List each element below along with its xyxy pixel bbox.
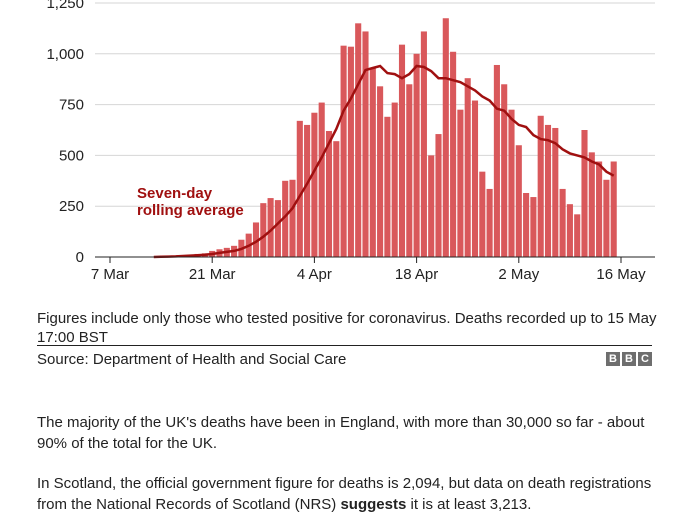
bar (596, 161, 602, 257)
paragraph-text-end: it is at least 3,213. (406, 496, 531, 513)
bar (355, 23, 361, 257)
bar (348, 47, 354, 257)
bar (370, 68, 376, 257)
bar (530, 197, 536, 257)
bar (508, 110, 514, 257)
x-tick-label: 7 Mar (91, 266, 129, 283)
bar (377, 86, 383, 257)
bar (362, 31, 368, 257)
bar (260, 203, 266, 257)
bar (319, 103, 325, 257)
bar (304, 125, 310, 257)
x-tick-label: 16 May (596, 266, 646, 283)
x-axis-ticks: 7 Mar 21 Mar 4 Apr 18 Apr 2 May 16 May (91, 257, 646, 283)
bar (275, 200, 281, 257)
y-tick-label: 0 (76, 249, 84, 266)
x-tick-label: 2 May (498, 266, 539, 283)
y-tick-label: 750 (59, 97, 84, 114)
bar (414, 54, 420, 257)
bar (311, 113, 317, 257)
bar (450, 52, 456, 257)
bar (603, 180, 609, 257)
bar (384, 117, 390, 257)
bbc-logo-letter: B (606, 352, 620, 366)
bar (589, 152, 595, 257)
annotation-line-1: Seven-day (137, 185, 213, 202)
rolling-average-annotation: Seven-day rolling average (137, 185, 244, 219)
bar (523, 193, 529, 257)
bar (494, 65, 500, 257)
annotation-line-2: rolling average (137, 202, 244, 219)
bar (333, 141, 339, 257)
x-tick-label: 18 Apr (395, 266, 438, 283)
bar (297, 121, 303, 257)
bar (574, 214, 580, 257)
x-tick-label: 4 Apr (297, 266, 332, 283)
y-tick-label: 1,250 (46, 0, 84, 12)
bar (560, 189, 566, 257)
bbc-logo-letter: C (638, 352, 652, 366)
bar (516, 145, 522, 257)
bar (406, 84, 412, 257)
suggests-link[interactable]: suggests (340, 496, 406, 513)
y-tick-label: 500 (59, 147, 84, 164)
x-tick-label: 21 Mar (189, 266, 236, 283)
bbc-logo-letter: B (622, 352, 636, 366)
bar (487, 189, 493, 257)
y-tick-label: 250 (59, 198, 84, 215)
bar (457, 110, 463, 257)
y-tick-label: 1,000 (46, 46, 84, 63)
bar (428, 155, 434, 257)
bar (465, 78, 471, 257)
bar (479, 172, 485, 257)
bar (472, 101, 478, 257)
deaths-chart: 0 250 500 750 1,000 1,250 7 Mar 21 Mar 4 Apr 18 … (0, 0, 700, 300)
bar (392, 103, 398, 257)
bar (289, 180, 295, 257)
bar (341, 46, 347, 257)
source-row: Source: Department of Health and Social … (37, 345, 652, 372)
source-text: Source: Department of Health and Social … (37, 351, 346, 368)
bbc-logo: B B C (606, 352, 652, 366)
paragraph-scotland: In Scotland, the official government fig… (37, 473, 667, 515)
bar (443, 18, 449, 257)
bar (545, 125, 551, 257)
chart-footnote: Figures include only those who tested po… (37, 309, 657, 347)
bar (567, 204, 573, 257)
y-axis-labels: 0 250 500 750 1,000 1,250 (46, 0, 84, 266)
bar (435, 134, 441, 257)
rolling-average-line (154, 66, 614, 257)
bar (421, 31, 427, 257)
bar (581, 130, 587, 257)
bar (552, 128, 558, 257)
paragraph-england: The majority of the UK's deaths have bee… (37, 412, 667, 454)
